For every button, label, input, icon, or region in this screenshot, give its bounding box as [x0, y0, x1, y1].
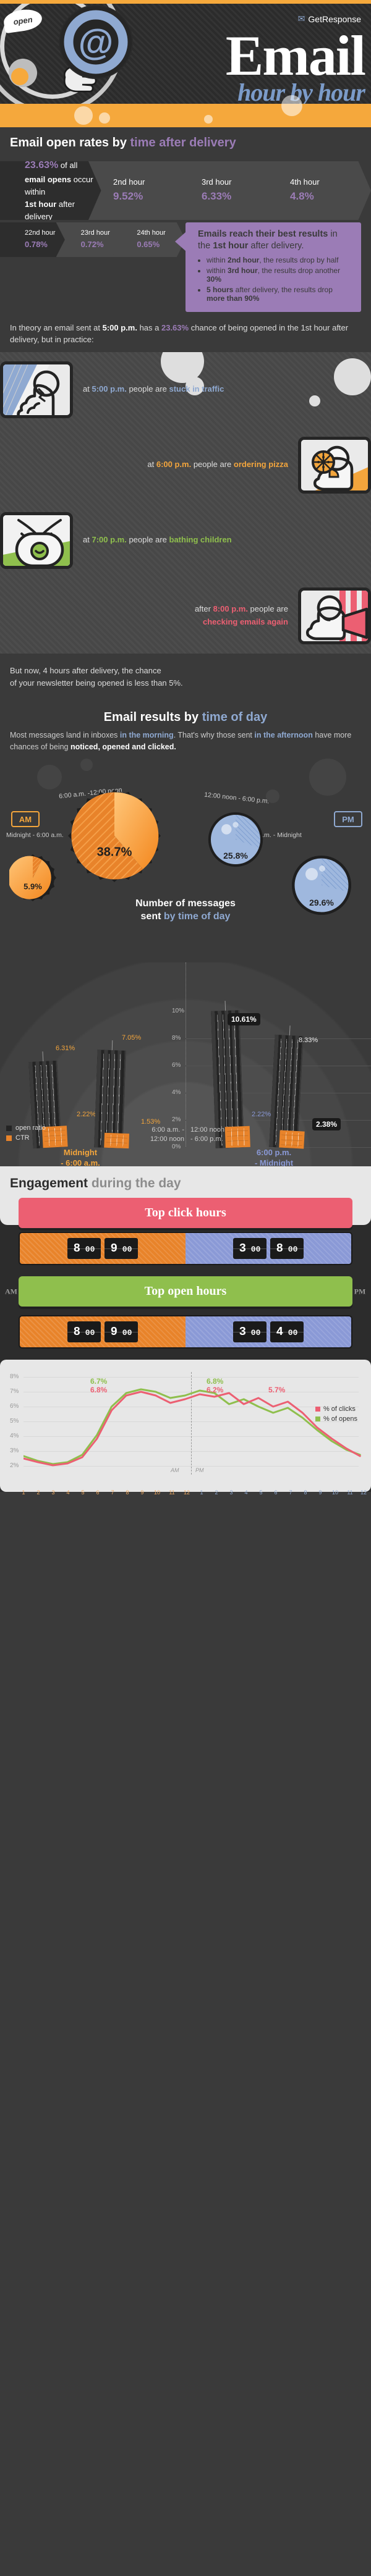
svg-text:@: @	[79, 22, 114, 62]
